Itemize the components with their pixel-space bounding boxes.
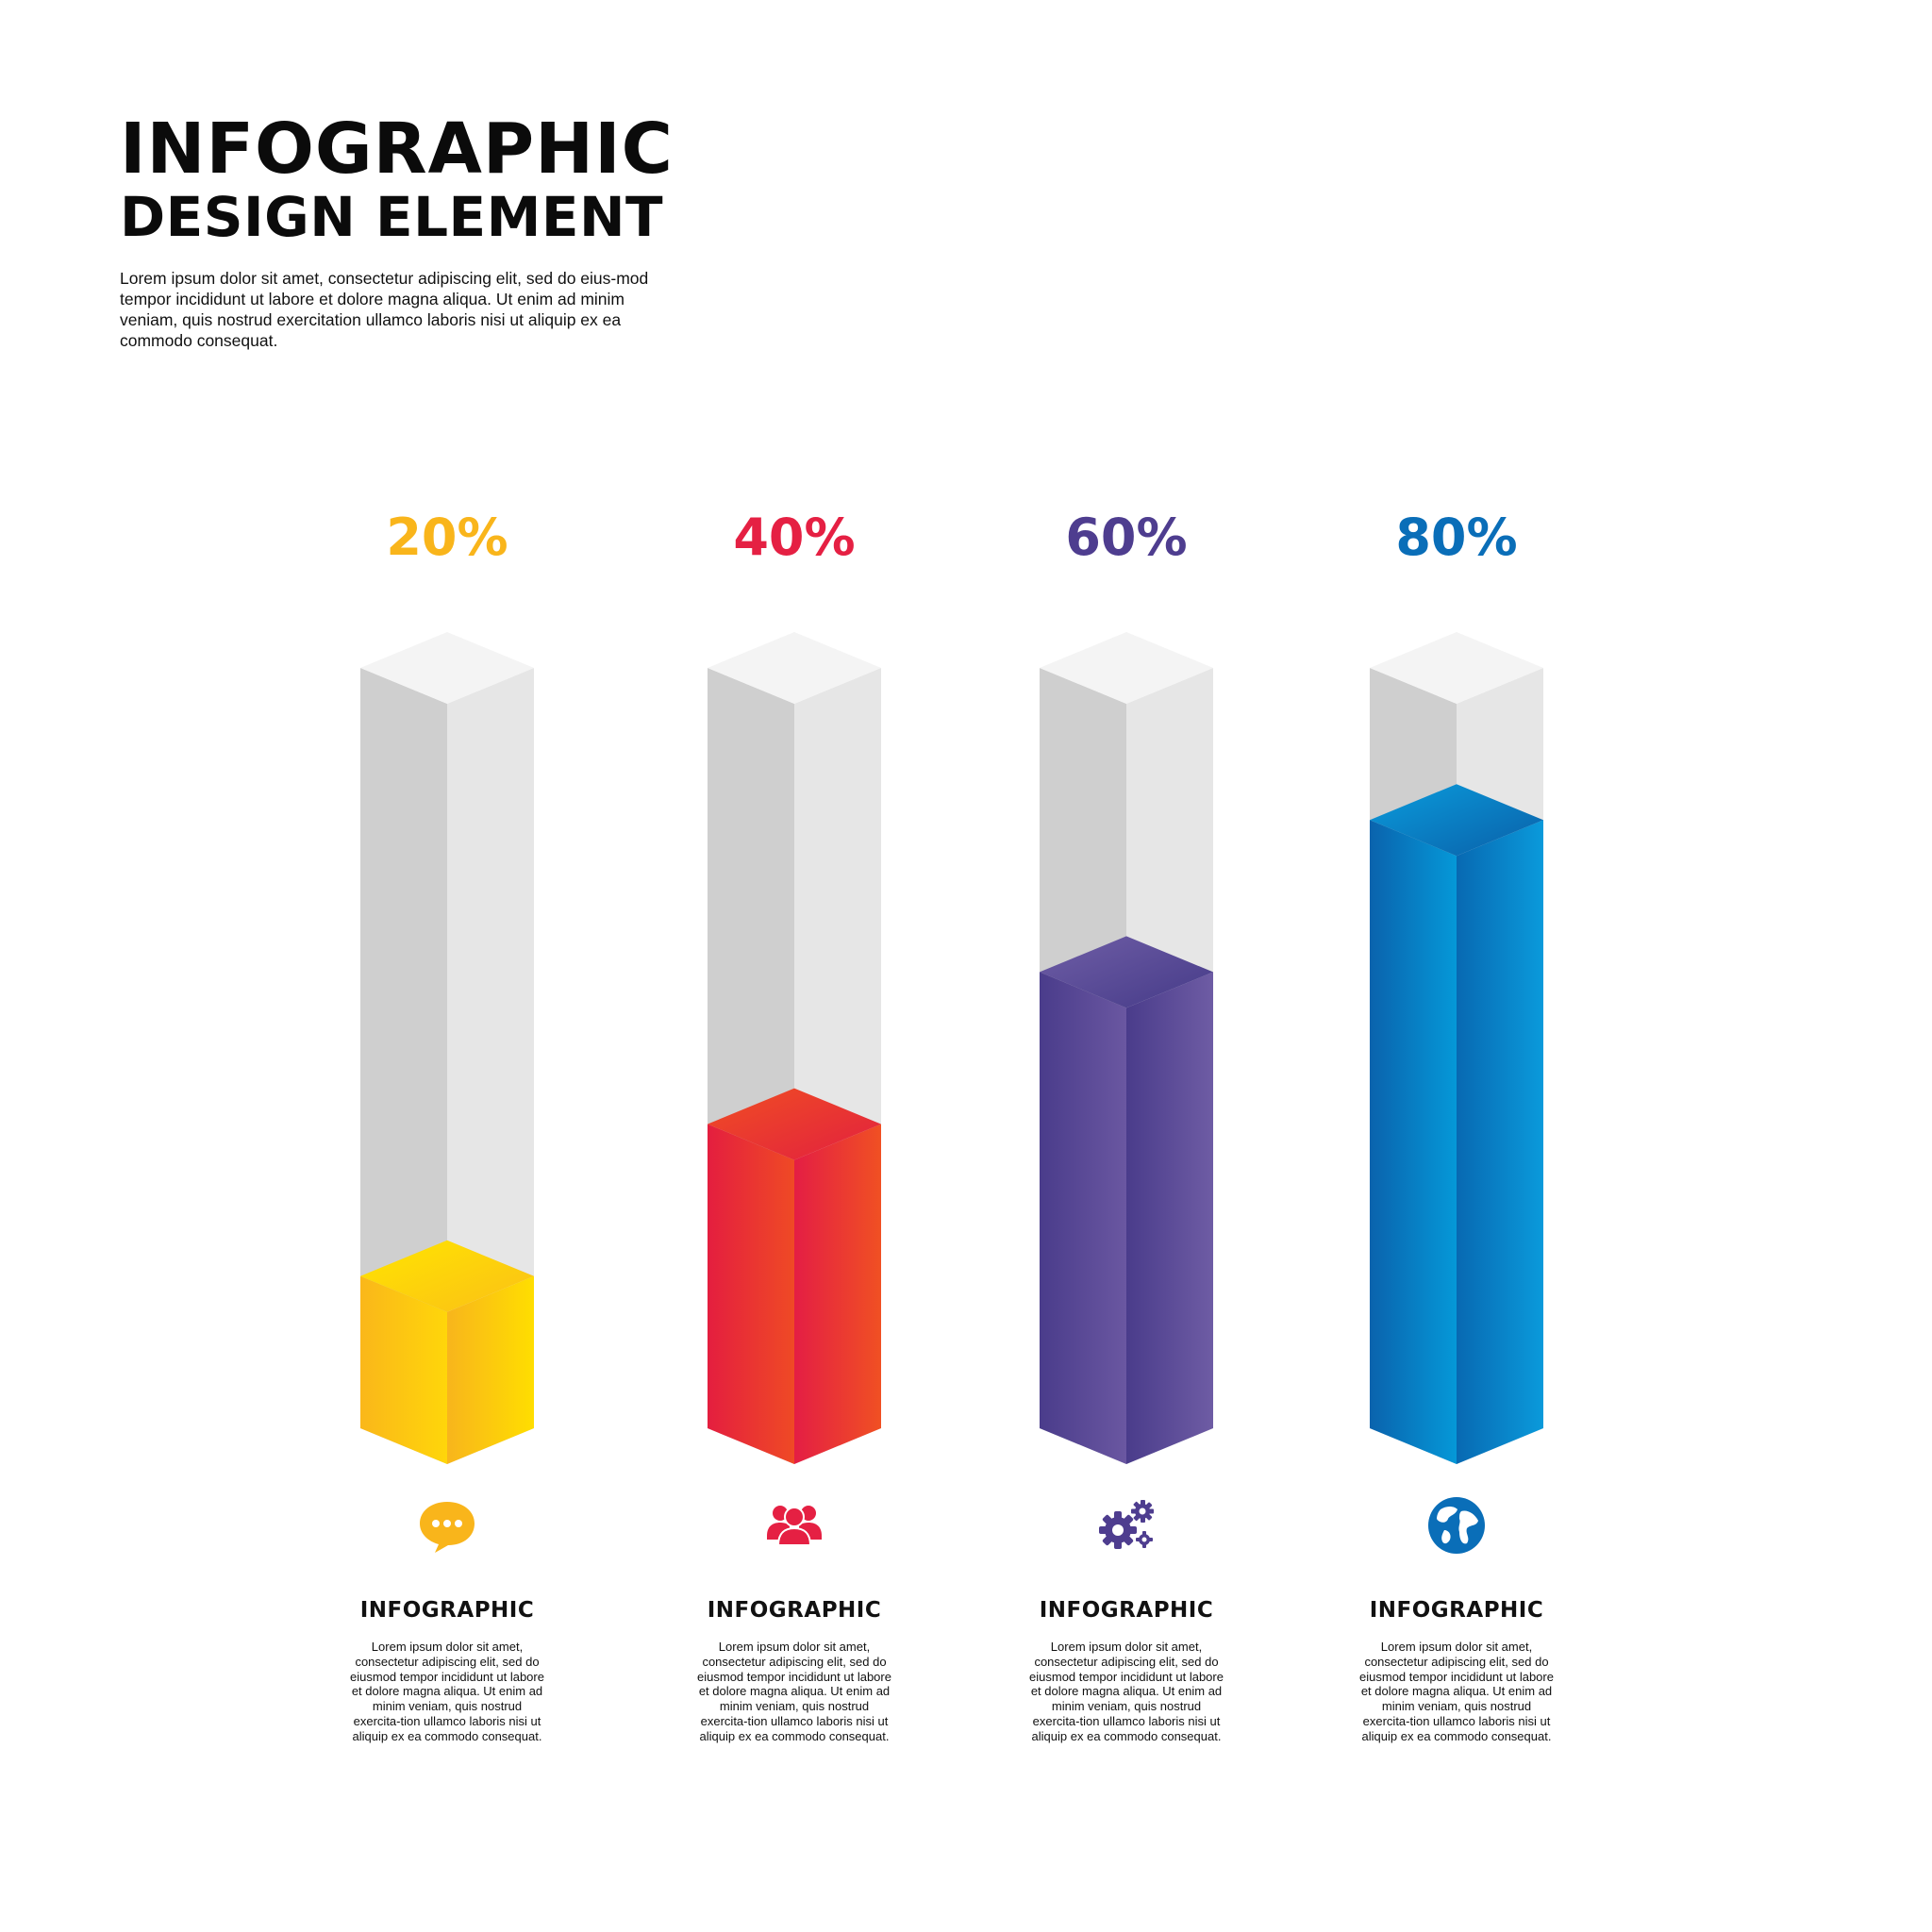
category-label-2: INFOGRAPHIC xyxy=(707,1598,882,1623)
bar-track-top-2 xyxy=(708,632,881,704)
category-label-1: INFOGRAPHIC xyxy=(359,1598,535,1623)
bar-fill-left-1 xyxy=(360,1275,447,1464)
category-description-4: Lorem ipsum dolor sit amet, consectetur … xyxy=(1359,1640,1554,1743)
bar-track-top-1 xyxy=(360,632,534,704)
bar-fill-top-4 xyxy=(1370,784,1543,857)
value-label-4: 80% xyxy=(1395,508,1517,567)
globe-icon xyxy=(1424,1492,1490,1558)
bars xyxy=(360,632,1543,1464)
category-label-3: INFOGRAPHIC xyxy=(1039,1598,1214,1623)
bar-2 xyxy=(708,632,881,1464)
bar-1 xyxy=(360,632,534,1464)
bar-fill-right-3 xyxy=(1126,972,1213,1464)
category-description-1: Lorem ipsum dolor sit amet, consectetur … xyxy=(350,1640,544,1743)
category-description-3: Lorem ipsum dolor sit amet, consectetur … xyxy=(1029,1640,1224,1743)
header: INFOGRAPHIC DESIGN ELEMENT Lorem ipsum d… xyxy=(120,111,761,351)
chat-bubble-icon xyxy=(414,1492,480,1558)
bar-fill-right-4 xyxy=(1457,820,1543,1464)
bar-3 xyxy=(1040,632,1213,1464)
bar-4 xyxy=(1370,632,1543,1464)
value-label-3: 60% xyxy=(1065,508,1187,567)
bar-fill-right-2 xyxy=(794,1124,881,1464)
bar-fill-right-1 xyxy=(447,1275,534,1464)
value-labels: 20% 40% 60% 80% xyxy=(386,508,1517,567)
value-label-2: 40% xyxy=(733,508,855,567)
bar-fill-left-2 xyxy=(708,1124,794,1464)
bar-track-top-4 xyxy=(1370,632,1543,704)
bar-fill-left-3 xyxy=(1040,972,1126,1464)
bar-track-top-3 xyxy=(1040,632,1213,704)
bar-fill-top-1 xyxy=(360,1240,534,1312)
category-label-4: INFOGRAPHIC xyxy=(1369,1598,1544,1623)
bar-fill-top-2 xyxy=(708,1088,881,1160)
value-label-1: 20% xyxy=(386,508,508,567)
bar-fill-top-3 xyxy=(1040,936,1213,1008)
title-line-1: INFOGRAPHIC xyxy=(120,108,674,190)
gears-icon xyxy=(1093,1492,1159,1558)
title-line-2: DESIGN ELEMENT xyxy=(120,185,664,249)
bar-fill-left-4 xyxy=(1370,820,1457,1464)
category-description-2: Lorem ipsum dolor sit amet, consectetur … xyxy=(697,1640,891,1743)
intro-text: Lorem ipsum dolor sit amet, consectetur … xyxy=(120,269,649,350)
people-group-icon xyxy=(761,1492,827,1558)
